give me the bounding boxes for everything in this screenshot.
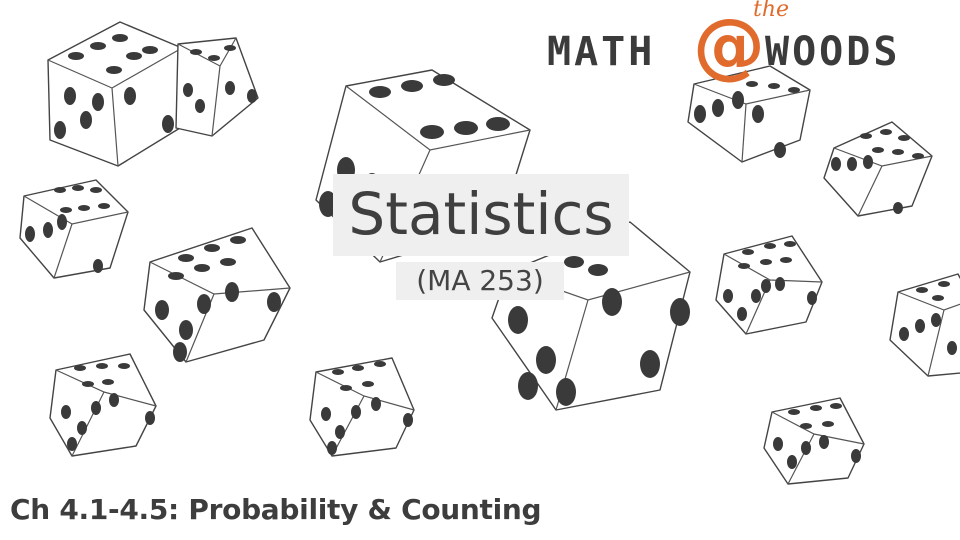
die-illustration bbox=[49, 353, 157, 457]
die-illustration bbox=[763, 397, 865, 485]
logo-word-woods: WOODS bbox=[765, 29, 901, 75]
course-code-highlight bbox=[396, 262, 564, 300]
die-illustration bbox=[19, 179, 129, 279]
title-highlight bbox=[333, 174, 629, 256]
die-illustration bbox=[823, 121, 933, 217]
die-illustration bbox=[175, 37, 259, 137]
course-code: (MA 253) bbox=[416, 264, 544, 297]
chapter-heading: Ch 4.1-4.5: Probability & Counting bbox=[10, 493, 542, 526]
die-illustration bbox=[309, 357, 415, 457]
die-illustration bbox=[47, 21, 183, 167]
math-at-the-woods-logo: MATH @ the WOODS bbox=[545, 0, 950, 87]
die-illustration bbox=[889, 273, 960, 377]
logo-superscript: the bbox=[753, 0, 790, 22]
die-illustration bbox=[687, 65, 811, 163]
die-illustration bbox=[715, 235, 823, 335]
slide-title: Statistics bbox=[348, 180, 614, 248]
logo-word-math: MATH bbox=[547, 29, 656, 75]
die-illustration bbox=[143, 227, 291, 363]
logo-at-symbol: @ bbox=[693, 3, 765, 87]
